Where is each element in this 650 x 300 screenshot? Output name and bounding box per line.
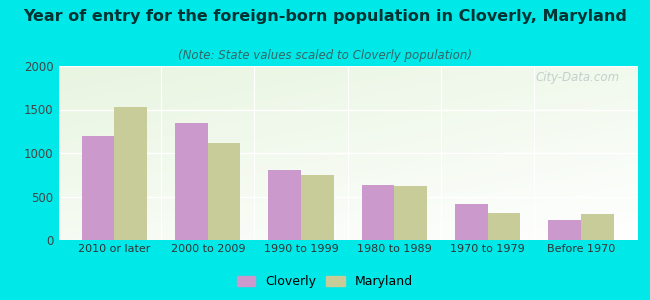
Bar: [175, 122, 208, 240]
Text: City-Data.com: City-Data.com: [536, 71, 619, 84]
Text: (Note: State values scaled to Cloverly population): (Note: State values scaled to Cloverly p…: [178, 50, 472, 62]
Bar: [362, 185, 395, 240]
Bar: [395, 186, 427, 240]
Bar: [549, 220, 581, 240]
Bar: [82, 136, 114, 240]
Bar: [581, 214, 614, 240]
Bar: [268, 170, 301, 240]
Bar: [301, 175, 333, 240]
Bar: [208, 143, 240, 240]
Bar: [114, 107, 147, 240]
Text: Year of entry for the foreign-born population in Cloverly, Maryland: Year of entry for the foreign-born popul…: [23, 9, 627, 24]
Bar: [488, 213, 521, 240]
Bar: [455, 204, 488, 240]
Legend: Cloverly, Maryland: Cloverly, Maryland: [234, 273, 416, 291]
